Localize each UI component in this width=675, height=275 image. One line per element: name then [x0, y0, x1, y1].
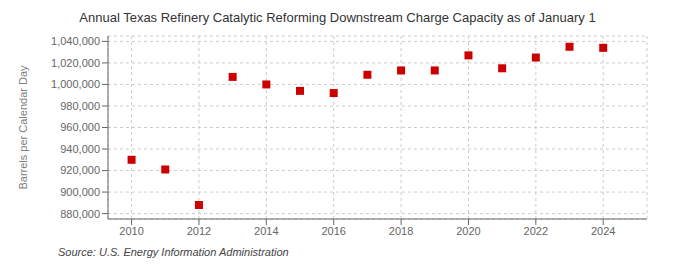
svg-text:2022: 2022: [524, 225, 548, 237]
svg-text:Barrels per Calendar Day: Barrels per Calendar Day: [17, 65, 29, 190]
svg-text:2020: 2020: [456, 225, 480, 237]
svg-text:960,000: 960,000: [60, 121, 100, 133]
svg-text:2010: 2010: [119, 225, 143, 237]
svg-text:1,040,000: 1,040,000: [51, 35, 100, 47]
svg-text:1,020,000: 1,020,000: [51, 57, 100, 69]
svg-text:900,000: 900,000: [60, 186, 100, 198]
svg-text:1,000,000: 1,000,000: [51, 78, 100, 90]
svg-text:2014: 2014: [254, 225, 278, 237]
html-text:Source: U.S. Energy Informatio: Source: U.S. Energy Information Administ…: [58, 246, 289, 258]
html-text:Annual Texas Refinery Catalyti: Annual Texas Refinery Catalytic Reformin…: [79, 10, 596, 25]
svg-text:2024: 2024: [591, 225, 615, 237]
svg-text:980,000: 980,000: [60, 100, 100, 112]
svg-text:880,000: 880,000: [60, 208, 100, 220]
svg-text:2016: 2016: [321, 225, 345, 237]
svg-text:920,000: 920,000: [60, 164, 100, 176]
svg-text:2012: 2012: [187, 225, 211, 237]
svg-text:2018: 2018: [389, 225, 413, 237]
svg-text:940,000: 940,000: [60, 143, 100, 155]
